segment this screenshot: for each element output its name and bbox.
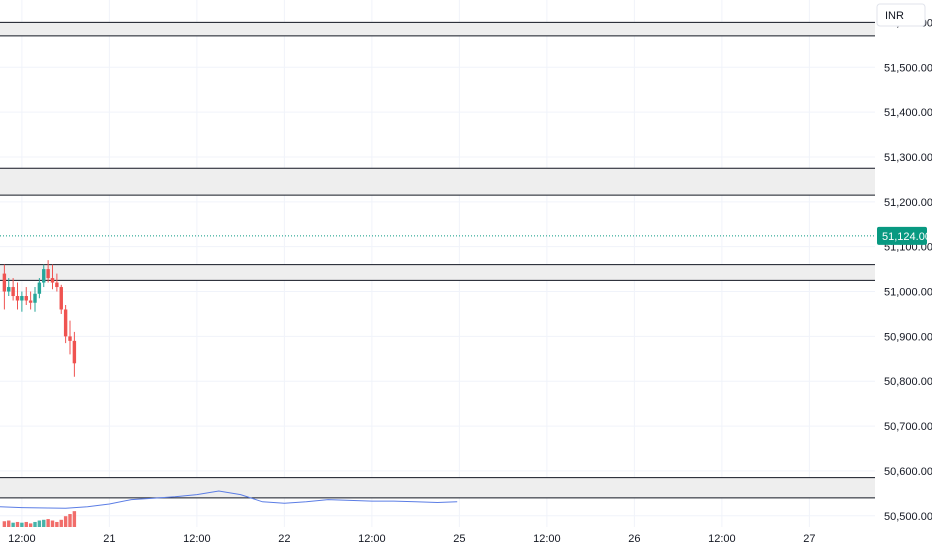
candle-body bbox=[24, 296, 28, 301]
candle-body bbox=[68, 336, 72, 341]
zone-band bbox=[0, 168, 875, 196]
time-axis[interactable]: 12:00 21 12:00 22 12:00 25 12:00 26 12:00 27 bbox=[8, 533, 815, 545]
volume-bar bbox=[24, 521, 28, 527]
time-tick-label: 12:00 bbox=[8, 533, 36, 545]
volume-bar bbox=[50, 520, 55, 527]
volume-bar bbox=[11, 522, 15, 527]
candle-body bbox=[55, 282, 59, 288]
candle-body bbox=[28, 300, 33, 303]
candle-body bbox=[42, 269, 46, 283]
last-price-badge bbox=[877, 226, 927, 245]
last-price-label: 51,124.00 bbox=[882, 231, 931, 243]
volume-ma bbox=[0, 490, 458, 509]
price-axis[interactable]: 51,600.0051,500.0051,400.0051,300.0051,2… bbox=[877, 17, 932, 523]
volume-bar bbox=[28, 523, 33, 527]
zone-band bbox=[0, 22, 875, 36]
volume-bar bbox=[68, 514, 72, 527]
candle-body bbox=[72, 340, 77, 364]
time-tick-label: 25 bbox=[453, 533, 465, 545]
time-tick-label: 12:00 bbox=[358, 533, 386, 545]
candle-body bbox=[50, 278, 55, 283]
candle-body bbox=[46, 269, 50, 279]
candle-body bbox=[37, 282, 42, 294]
support-resistance-zones bbox=[0, 21, 875, 499]
price-tick-label: 51,200.00 bbox=[884, 197, 932, 209]
price-tick-label: 51,000.00 bbox=[884, 287, 932, 299]
volume-bar bbox=[59, 519, 63, 527]
volume-bar bbox=[33, 521, 37, 527]
time-tick-label: 21 bbox=[103, 533, 115, 545]
candle-body bbox=[59, 287, 63, 310]
time-tick-label: 26 bbox=[628, 533, 640, 545]
grid bbox=[0, 0, 875, 527]
time-tick-label: 12:00 bbox=[533, 533, 561, 545]
volume-bar bbox=[15, 521, 20, 527]
volume-bar bbox=[42, 519, 46, 527]
volume-bar bbox=[55, 521, 59, 527]
price-tick-label: 51,400.00 bbox=[884, 107, 932, 119]
price-tick-label: 50,600.00 bbox=[884, 466, 932, 478]
volume-bar bbox=[7, 520, 11, 527]
price-tick-label: 51,300.00 bbox=[884, 152, 932, 164]
time-tick-label: 12:00 bbox=[183, 533, 211, 545]
currency-label: INR bbox=[885, 10, 904, 22]
price-tick-label: 50,500.00 bbox=[884, 511, 932, 523]
candle-body bbox=[11, 287, 15, 297]
currency-box-bg bbox=[876, 3, 926, 27]
candle-body bbox=[15, 296, 20, 301]
volume-ma-line bbox=[0, 490, 458, 509]
candle-body bbox=[2, 273, 7, 292]
volume-bar bbox=[20, 522, 24, 527]
volume-bar bbox=[63, 516, 68, 527]
currency-box[interactable]: INR bbox=[876, 3, 926, 27]
zone-band bbox=[0, 264, 875, 281]
volume-bar bbox=[37, 520, 42, 527]
candle-body bbox=[7, 287, 11, 292]
candles bbox=[2, 260, 77, 377]
candle-body bbox=[33, 293, 37, 303]
price-tick-label: 50,700.00 bbox=[884, 421, 932, 433]
volume-bar bbox=[46, 519, 50, 527]
candle-body bbox=[20, 296, 24, 301]
candle-body bbox=[63, 309, 68, 337]
time-tick-label: 12:00 bbox=[708, 533, 736, 545]
price-tick-label: 51,500.00 bbox=[884, 62, 932, 74]
price-tick-label: 50,800.00 bbox=[884, 376, 932, 388]
price-tick-label: 50,900.00 bbox=[884, 331, 932, 343]
volume-bar bbox=[2, 521, 7, 527]
time-tick-label: 22 bbox=[278, 533, 290, 545]
time-tick-label: 27 bbox=[803, 533, 815, 545]
volume-bar bbox=[72, 511, 77, 527]
volume-bars bbox=[2, 511, 77, 527]
zone-band bbox=[0, 477, 875, 498]
